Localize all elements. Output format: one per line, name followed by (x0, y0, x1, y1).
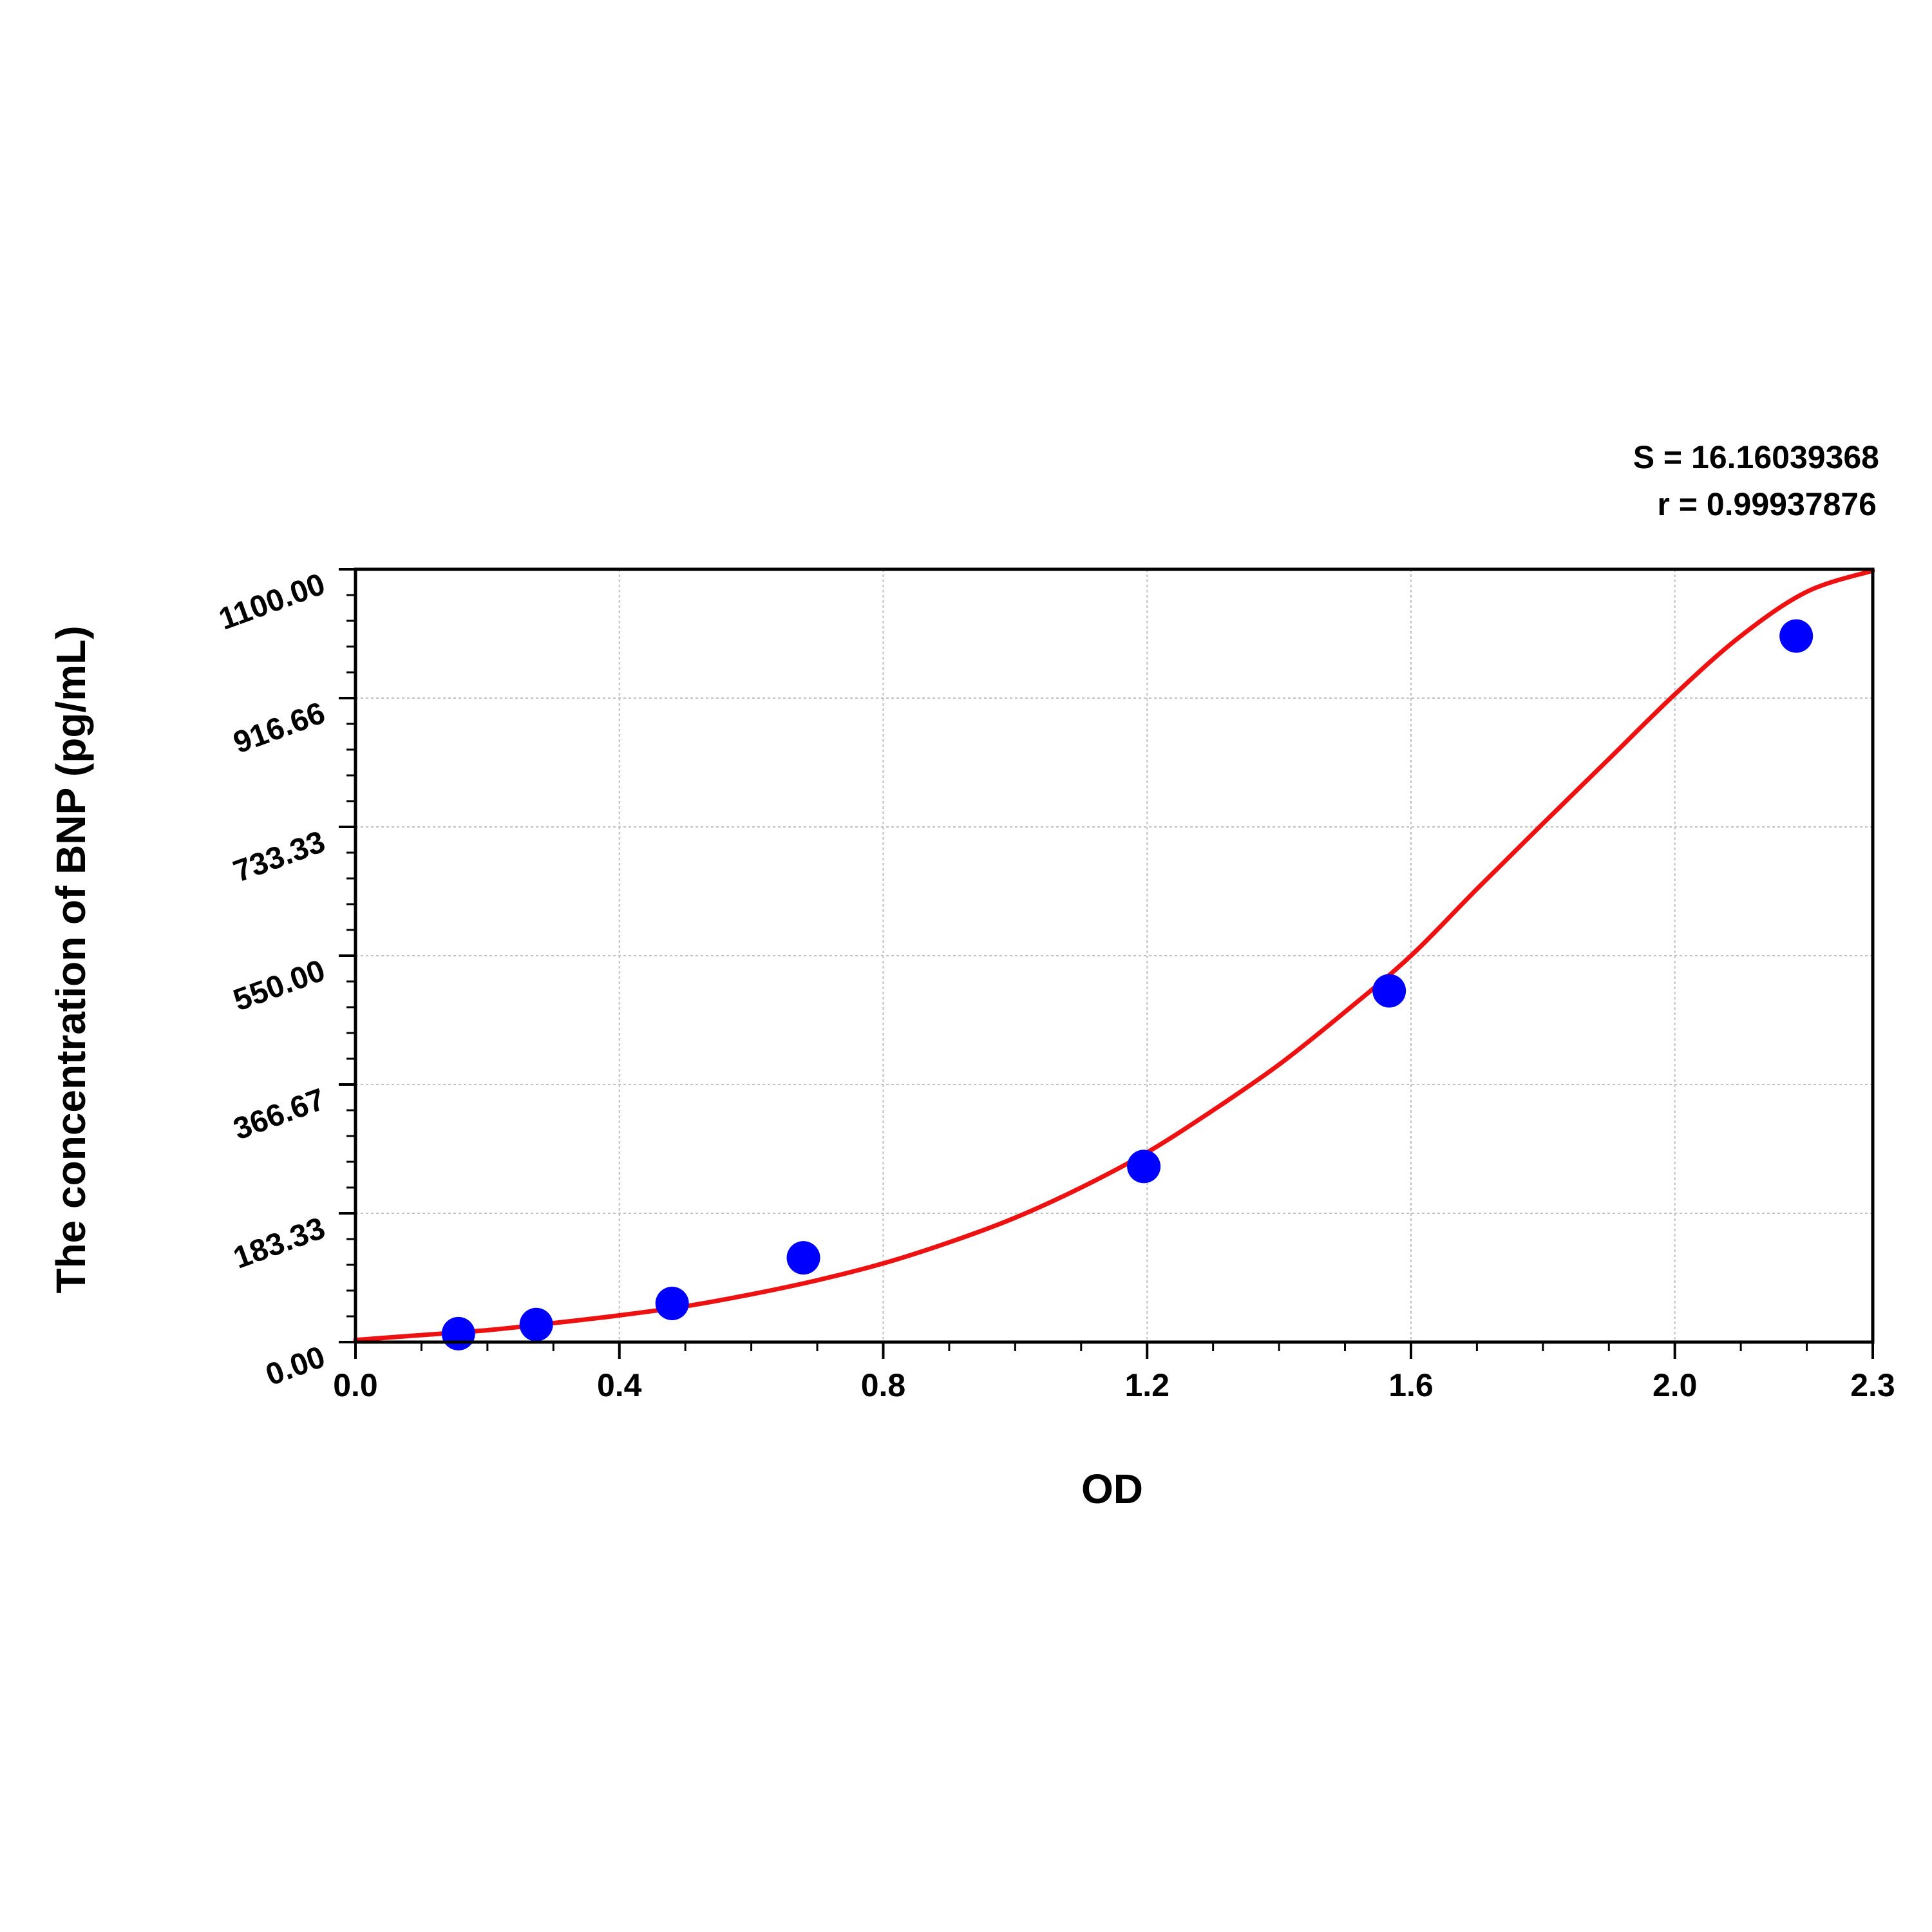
y-tick-label: 733.33 (229, 825, 330, 889)
plot-frame (354, 567, 1875, 1344)
x-axis-title: OD (1081, 1466, 1143, 1512)
major-ticks (339, 568, 1874, 1359)
data-point (519, 1307, 553, 1341)
x-tick-label: 1.6 (1388, 1367, 1434, 1403)
data-point (441, 1316, 475, 1350)
x-tick-label: 1.2 (1124, 1367, 1170, 1403)
x-tick-label: 2.0 (1653, 1367, 1698, 1403)
x-tick-labels: 0.0 0.4 0.8 1.2 1.6 2.0 2.3 (333, 1367, 1895, 1403)
y-tick-label: 1100.00 (214, 567, 330, 637)
y-tick-label: 0.00 (261, 1340, 330, 1393)
stat-r-value: r = 0.99937876 (1657, 486, 1877, 522)
y-axis-title: The concentration of BNP (pg/mL) (48, 625, 94, 1293)
minor-ticks (346, 594, 1808, 1351)
data-points-group (441, 619, 1814, 1350)
y-tick-labels: 0.00 183.33 366.67 550.00 733.33 916.66 1100.0… (214, 567, 330, 1393)
y-tick-label: 916.66 (229, 696, 330, 761)
y-tick-label: 550.00 (229, 954, 330, 1018)
x-tick-label: 2.3 (1850, 1367, 1895, 1403)
x-tick-label: 0.8 (861, 1367, 906, 1403)
y-tick-label: 366.67 (229, 1083, 330, 1147)
stat-s-value: S = 16.16039368 (1633, 439, 1879, 475)
data-point (1779, 619, 1814, 653)
x-tick-label: 0.4 (597, 1367, 642, 1403)
data-point (655, 1287, 689, 1320)
data-point (1372, 974, 1406, 1008)
grid-lines (355, 569, 1873, 1342)
data-point (1127, 1150, 1161, 1184)
y-tick-label: 183.33 (229, 1211, 330, 1276)
data-point (786, 1241, 820, 1275)
x-tick-label: 0.0 (333, 1367, 378, 1403)
